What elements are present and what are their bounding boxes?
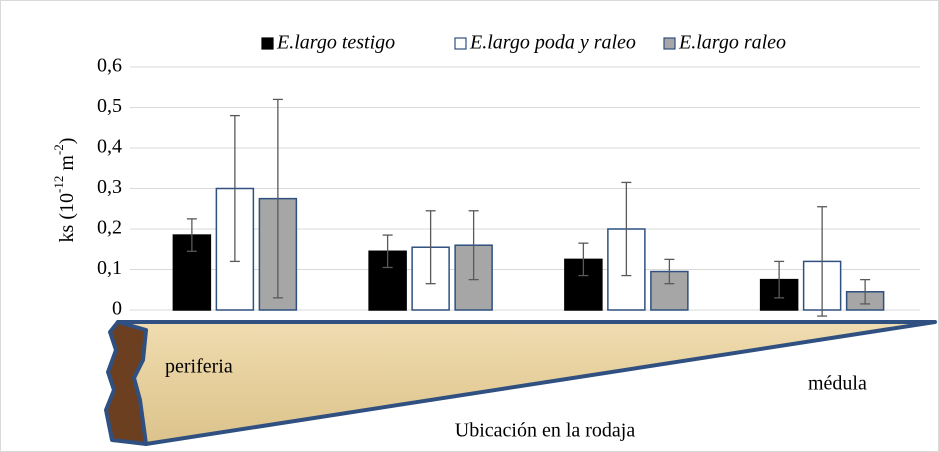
legend-swatch <box>262 38 273 49</box>
x-axis-title: Ubicación en la rodaja <box>455 420 636 442</box>
y-title-part: -12 <box>51 176 66 193</box>
legend-label: E.largo raleo <box>678 32 786 54</box>
y-tick-label: 0,6 <box>97 55 122 77</box>
annotation: médula <box>808 373 867 395</box>
y-title-part: ) <box>56 138 78 145</box>
y-title-part: m <box>56 155 78 176</box>
y-tick-label: 0,3 <box>97 176 122 198</box>
y-tick-label: 0 <box>112 298 122 320</box>
page: periferia médula Ubicación en la rodaja … <box>0 0 939 452</box>
annotation: periferia <box>165 356 233 378</box>
legend-swatch <box>664 38 675 49</box>
y-tick-label: 0,5 <box>97 95 122 117</box>
y-tick-label: 0,2 <box>97 217 122 239</box>
chart: periferia médula Ubicación en la rodaja … <box>0 0 939 452</box>
y-tick-label: 0,4 <box>97 136 122 158</box>
legend-swatch <box>455 38 466 49</box>
legend-label: E.largo poda y raleo <box>469 32 636 54</box>
legend-label: E.largo testigo <box>276 32 395 54</box>
y-title-part: -2 <box>51 144 66 155</box>
y-tick-label: 0,1 <box>97 257 122 279</box>
y-title-part: ks (10 <box>56 193 78 242</box>
